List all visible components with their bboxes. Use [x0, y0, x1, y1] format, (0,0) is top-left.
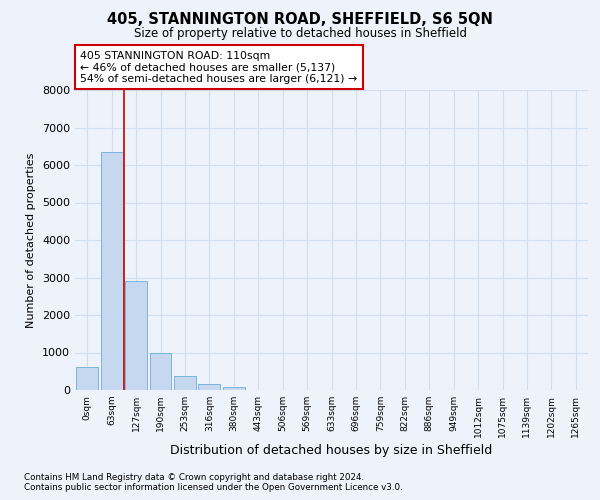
Text: Size of property relative to detached houses in Sheffield: Size of property relative to detached ho… [133, 28, 467, 40]
Bar [223, 387, 245, 390]
Bar [76, 367, 98, 390]
Text: Contains HM Land Registry data © Crown copyright and database right 2024.: Contains HM Land Registry data © Crown c… [24, 472, 364, 482]
Y-axis label: Number of detached properties: Number of detached properties [26, 152, 37, 328]
X-axis label: Distribution of detached houses by size in Sheffield: Distribution of detached houses by size … [170, 444, 493, 457]
Text: Contains public sector information licensed under the Open Government Licence v3: Contains public sector information licen… [24, 484, 403, 492]
Bar [199, 384, 220, 390]
Bar [174, 376, 196, 390]
Text: 405 STANNINGTON ROAD: 110sqm
← 46% of detached houses are smaller (5,137)
54% of: 405 STANNINGTON ROAD: 110sqm ← 46% of de… [80, 51, 357, 84]
Text: 405, STANNINGTON ROAD, SHEFFIELD, S6 5QN: 405, STANNINGTON ROAD, SHEFFIELD, S6 5QN [107, 12, 493, 28]
Bar [101, 152, 122, 390]
Bar [149, 353, 172, 390]
Bar [125, 280, 147, 390]
